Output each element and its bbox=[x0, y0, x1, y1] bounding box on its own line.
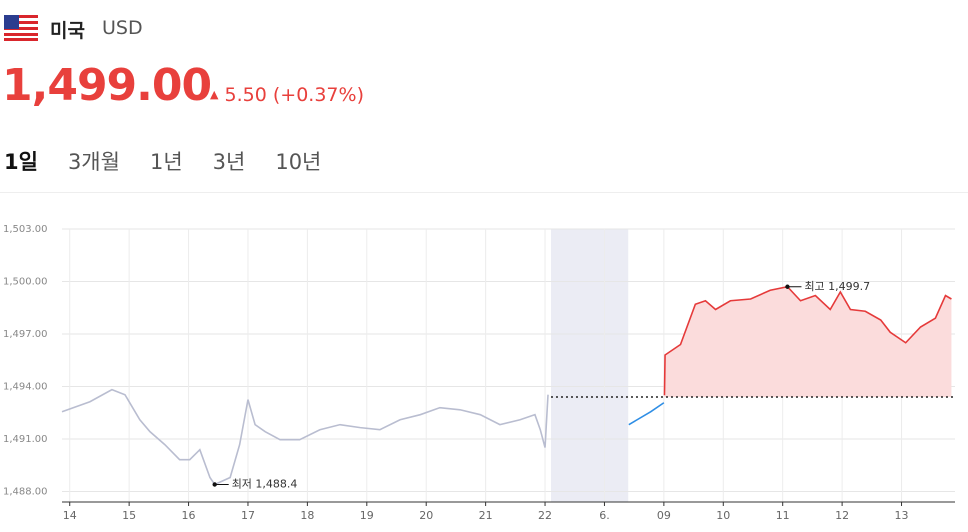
x-tick-label: 21 bbox=[479, 509, 493, 522]
x-tick-label: 16 bbox=[182, 509, 196, 522]
tab[interactable]: 3년 bbox=[212, 150, 246, 174]
y-tick-label: 1,491.00 bbox=[3, 434, 48, 445]
closed-band bbox=[550, 229, 629, 502]
price-line bbox=[628, 402, 665, 426]
price: 1,499.00 bbox=[2, 60, 212, 111]
y-tick-label: 1,497.00 bbox=[3, 329, 48, 340]
up-arrow: ▲ bbox=[210, 88, 219, 101]
tabs: 1일 3개월 1년 3년 10년 bbox=[4, 146, 321, 176]
y-tick-label: 1,488.00 bbox=[3, 487, 48, 498]
y-tick-label: 1,494.00 bbox=[3, 382, 48, 393]
y-tick-label: 1,500.00 bbox=[3, 277, 48, 288]
annotation-label: 최저 1,488.4 bbox=[232, 478, 298, 491]
x-tick-label: 12 bbox=[835, 509, 849, 522]
x-tick-label: 19 bbox=[360, 509, 374, 522]
y-tick-label: 1,503.00 bbox=[3, 224, 48, 235]
area bbox=[664, 286, 952, 397]
x-tick-label: 18 bbox=[300, 509, 314, 522]
tab[interactable]: 3개월 bbox=[67, 150, 120, 174]
x-tick-label: 17 bbox=[241, 509, 255, 522]
country: 미국 bbox=[50, 20, 85, 42]
x-tick-label: 13 bbox=[895, 509, 909, 522]
tab[interactable]: 1일 bbox=[4, 150, 38, 174]
change: 5.50 bbox=[224, 84, 267, 106]
currency: USD bbox=[102, 17, 143, 39]
x-tick-label: 10 bbox=[716, 509, 730, 522]
tab[interactable]: 10년 bbox=[275, 150, 322, 174]
x-tick-label: 22 bbox=[538, 509, 552, 522]
change-box: ▲ 5.50 (+0.37%) bbox=[210, 84, 364, 106]
price-line bbox=[61, 388, 549, 486]
separator bbox=[0, 192, 968, 193]
tab[interactable]: 1년 bbox=[149, 150, 183, 174]
x-tick-label: 6. bbox=[599, 509, 610, 522]
change-pct: (+0.37%) bbox=[272, 84, 364, 106]
price-line bbox=[663, 285, 952, 396]
x-tick-label: 11 bbox=[776, 509, 790, 522]
x-tick-label: 14 bbox=[63, 509, 77, 522]
x-tick-label: 09 bbox=[657, 509, 671, 522]
us-flag bbox=[4, 15, 38, 41]
x-tick-label: 15 bbox=[122, 509, 136, 522]
x-tick-label: 20 bbox=[419, 509, 433, 522]
annotation-label: 최고 1,499.7 bbox=[804, 280, 870, 293]
